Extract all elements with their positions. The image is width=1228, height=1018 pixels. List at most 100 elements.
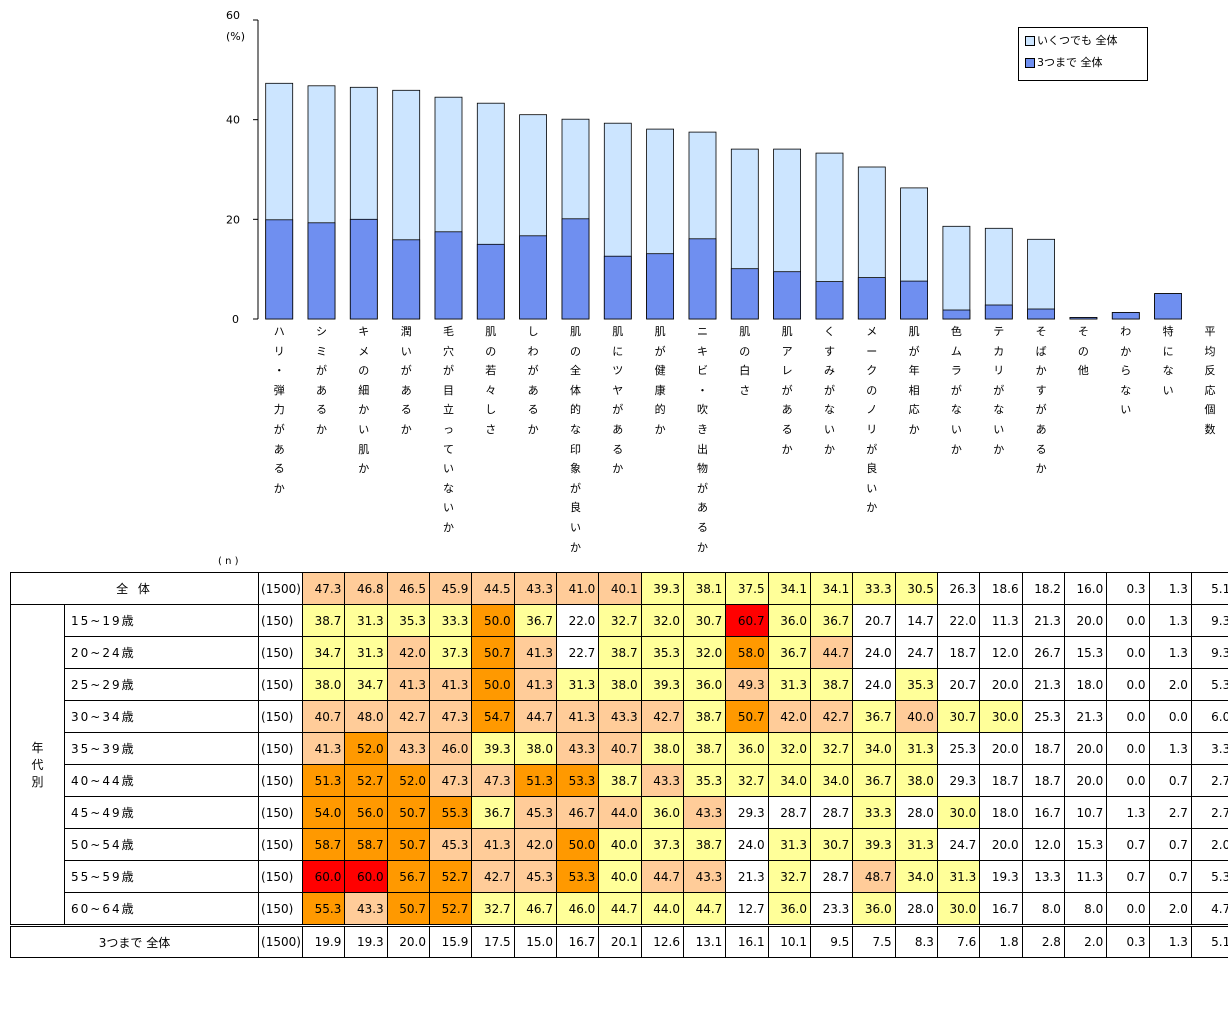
table-cell: 31.3 (344, 636, 388, 669)
table-cell: 47.3 (302, 572, 346, 605)
table-cell: 50.0 (471, 668, 515, 701)
table-cell: 60.0 (344, 860, 388, 893)
table-cell: 20.0 (386, 926, 431, 958)
table-cell: 41.3 (513, 668, 557, 701)
table-cell: 21.3 (1063, 700, 1108, 733)
table-cell: 2.0 (1148, 892, 1192, 925)
table-row: 45~49歳 (150) 54.0 56.0 50.7 55.3 36.7 45.3 46.7 4… (11, 796, 1228, 829)
table-cell: 44.0 (640, 892, 684, 925)
table-cell: 36.7 (471, 796, 515, 829)
category-label: 特にない (1162, 325, 1174, 397)
table-cell: 21.3 (1021, 604, 1065, 637)
table-cell: 41.3 (386, 668, 431, 701)
table-cell: 43.3 (682, 796, 727, 829)
table-row: 25~29歳 (150) 38.0 34.7 41.3 41.3 50.0 41.3 31.3 3… (11, 668, 1228, 701)
table-cell: 2.7 (1190, 764, 1228, 797)
table-cell: 9.5 (809, 926, 854, 958)
table-cell: 39.3 (640, 572, 684, 605)
category-label: しわがあるか (527, 325, 539, 436)
table-cell: 18.0 (979, 796, 1023, 829)
table-cell: 11.3 (979, 604, 1023, 637)
table-cell: 5.3 (1190, 668, 1228, 701)
table-cell: 35.3 (894, 668, 938, 701)
table-cell: 43.3 (513, 572, 557, 605)
table-cell: 60.7 (725, 604, 769, 637)
table-cell: 32.7 (809, 732, 854, 765)
table-cell: 8.0 (1063, 892, 1108, 925)
table-cell: 15.9 (428, 926, 473, 958)
table-cell: 46.0 (428, 732, 473, 765)
table-cell: 41.3 (428, 668, 473, 701)
bar-top3-3 (392, 239, 421, 320)
category-label: シミがあるか (316, 325, 327, 436)
table-cell: 2.7 (1190, 796, 1228, 829)
table-cell: 50.7 (386, 892, 431, 925)
legend-label: いくつでも 全体 (1037, 34, 1118, 47)
bar-top3-7 (561, 218, 590, 320)
table-cell: 38.1 (682, 572, 727, 605)
table-cell: 30.0 (979, 700, 1023, 733)
table-cell: 16.0 (1063, 572, 1108, 605)
table-cell: 40.7 (302, 700, 346, 733)
table-cell: 16.1 (725, 926, 769, 958)
table-cell: 46.0 (555, 892, 600, 925)
table-cell: 18.7 (936, 636, 981, 669)
bar-top3-21 (1154, 293, 1182, 320)
table-cell: 37.5 (725, 572, 769, 605)
table-cell: 34.7 (302, 636, 346, 669)
table-cell: 51.3 (513, 764, 557, 797)
category-label: そばかすがあるか (1035, 325, 1047, 476)
bar-chart: (%) 60 40 20 0 (226, 9, 1182, 326)
table-cell: 37.3 (640, 828, 684, 861)
table-cell: 2.0 (1148, 668, 1192, 701)
table-row: 35~39歳 (150) 41.3 52.0 43.3 46.0 39.3 38.0 43.3 4… (11, 732, 1228, 765)
y-tick-label: 40 (226, 114, 240, 127)
table-cell: 29.3 (725, 796, 769, 829)
table-cell: 41.3 (513, 636, 557, 669)
table-cell: 34.1 (809, 572, 854, 605)
table-cell: 7.6 (936, 926, 981, 958)
table-cell: 34.0 (809, 764, 854, 797)
table-cell: 20.7 (936, 668, 981, 701)
table-cell: 18.0 (1063, 668, 1108, 701)
table-cell: 0.3 (1106, 572, 1150, 605)
table-cell: 1.3 (1148, 636, 1192, 669)
table-cell: 32.7 (471, 892, 515, 925)
table-cell: 32.7 (725, 764, 769, 797)
table-cell: 40.0 (598, 828, 642, 861)
table-cell: 0.0 (1106, 892, 1150, 925)
bar-top3-8 (603, 255, 632, 320)
table-cell: 41.3 (471, 828, 515, 861)
table-cell: 31.3 (767, 828, 811, 861)
chart-legend: いくつでも 全体 3つまで 全体 (1018, 27, 1148, 81)
table-cell: 0.0 (1106, 668, 1150, 701)
table-cell: 14.7 (894, 604, 938, 637)
table-cell: 35.3 (640, 636, 684, 669)
bar-top3-6 (519, 235, 547, 320)
row-label: 30~34歳 (63, 700, 260, 733)
table-cell: 39.3 (640, 668, 684, 701)
category-label: 毛穴が目立っていないか (443, 325, 454, 534)
table-cell: 42.7 (471, 860, 515, 893)
table-cell: 52.7 (428, 860, 473, 893)
table-cell: 20.0 (979, 668, 1023, 701)
bar-top3-16 (942, 309, 971, 320)
bar-top3-5 (476, 243, 505, 320)
table-cell: 3.3 (1190, 732, 1228, 765)
table-cell: 22.0 (936, 604, 981, 637)
table-cell: 44.7 (682, 892, 727, 925)
table-cell: 0.3 (1106, 926, 1150, 958)
table-cell: 44.7 (809, 636, 854, 669)
table-row-total: 全 体 (1500) 47.3 46.8 46.5 45.9 44.5 43.3 41.0 40.… (9, 572, 1228, 605)
legend-swatch-icon (1025, 36, 1035, 46)
table-cell: 31.3 (936, 860, 981, 893)
bar-top3-20 (1111, 312, 1140, 320)
table-cell: 44.7 (513, 700, 557, 733)
table-cell: 28.7 (767, 796, 811, 829)
y-tick-label: 0 (232, 313, 239, 326)
table-cell: 22.0 (555, 604, 600, 637)
row-label: 35~39歳 (63, 732, 260, 765)
table-cell: 60.0 (302, 860, 346, 893)
table-cell: 34.0 (894, 860, 938, 893)
table-row: 50~54歳 (150) 58.7 58.7 50.7 45.3 41.3 42.0 50.0 4… (11, 828, 1228, 861)
